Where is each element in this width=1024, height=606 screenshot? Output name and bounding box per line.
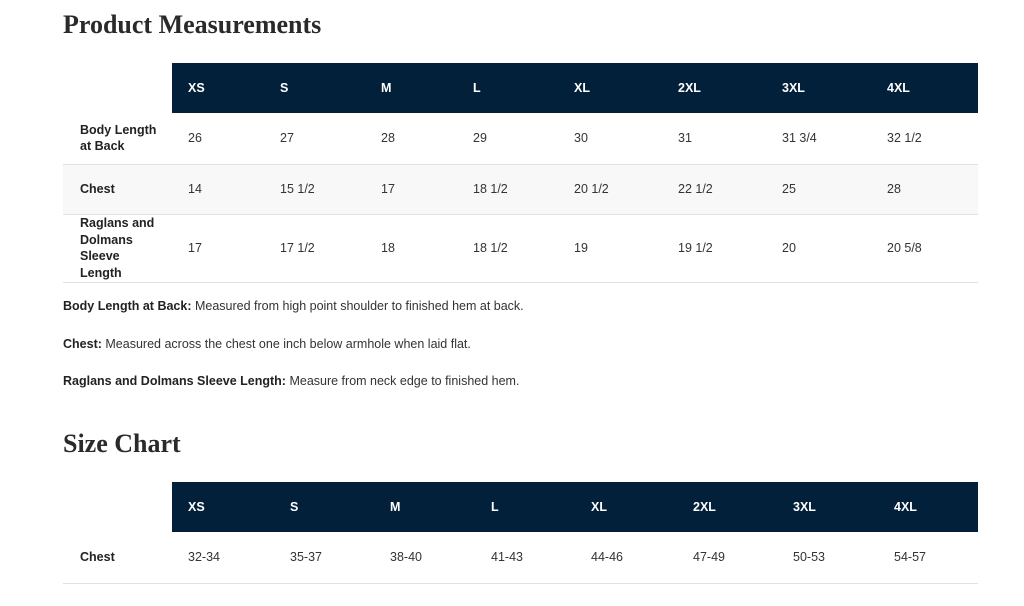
cell: 20 5/8 xyxy=(871,214,978,283)
corner-cell xyxy=(63,63,172,113)
cell: 19 1/2 xyxy=(662,214,766,283)
column-header: XS xyxy=(172,482,274,532)
notes: Body Length at Back: Measured from high … xyxy=(63,299,524,412)
section-title: Product Measurements xyxy=(63,10,322,39)
cell: 41-43 xyxy=(475,532,575,584)
row: Raglans and Dolmans Sleeve Length 17 17 1/… xyxy=(63,214,978,283)
cell: 19 xyxy=(558,214,662,283)
cell: 22 1/2 xyxy=(662,164,766,215)
note-term: Body Length at Back: xyxy=(63,299,192,313)
cell: 44-46 xyxy=(575,532,677,584)
cell: 20 xyxy=(766,214,871,283)
row-label: Body Length at Back xyxy=(63,113,172,165)
tbody: Body Length at Back 26 27 28 29 30 31 31 3/4 32 … xyxy=(63,113,978,283)
cell: 29 xyxy=(457,113,558,165)
header-row: XS S M L XL 2XL 3XL 4XL xyxy=(63,482,978,532)
cell: 28 xyxy=(871,164,978,215)
column-header: S xyxy=(274,482,374,532)
cell: 18 1/2 xyxy=(457,164,558,215)
note-text: Measured from high point shoulder to fin… xyxy=(194,299,524,313)
cell: 26 xyxy=(172,113,264,165)
column-header: S xyxy=(264,63,365,113)
cell: 31 xyxy=(662,113,766,165)
corner-cell xyxy=(63,482,172,532)
cell: 17 xyxy=(365,164,457,215)
cell: 14 xyxy=(172,164,264,215)
cell: 54-57 xyxy=(878,532,978,584)
cell: 25 xyxy=(766,164,871,215)
cell: 28 xyxy=(365,113,457,165)
note-term: Raglans and Dolmans Sleeve Length: xyxy=(63,374,286,388)
cell: 17 xyxy=(172,214,264,283)
note-text: Measure from neck edge to finished hem. xyxy=(289,374,520,388)
cell: 27 xyxy=(264,113,365,165)
cell: 20 1/2 xyxy=(558,164,662,215)
table: XS S M L XL 2XL 3XL 4XL Body Length at Back 26 27 2… xyxy=(63,63,978,283)
note: Raglans and Dolmans Sleeve Length: Measu… xyxy=(63,374,524,412)
row-label: Raglans and Dolmans Sleeve Length xyxy=(63,214,172,283)
cell: 50-53 xyxy=(777,532,878,584)
cell: 38-40 xyxy=(374,532,475,584)
section-title: Size Chart xyxy=(63,429,181,458)
column-header: XL xyxy=(558,63,662,113)
row: Chest 14 15 1/2 17 18 1/2 20 1/2 22 1/2 25 28 xyxy=(63,164,978,215)
tbody: Chest 32-34 35-37 38-40 41-43 44-46 47-49 50-53… xyxy=(63,532,978,584)
table: XS S M L XL 2XL 3XL 4XL Chest 32-34 35-37 38-40 41-4… xyxy=(63,482,978,584)
row-label: Chest xyxy=(63,164,172,215)
column-header: XL xyxy=(575,482,677,532)
header-row: XS S M L XL 2XL 3XL 4XL xyxy=(63,63,978,113)
cell: 35-37 xyxy=(274,532,374,584)
column-header: M xyxy=(374,482,475,532)
cell: 31 3/4 xyxy=(766,113,871,165)
column-header: XS xyxy=(172,63,264,113)
column-header: 4XL xyxy=(871,63,978,113)
cell: 30 xyxy=(558,113,662,165)
column-header: 4XL xyxy=(878,482,978,532)
cell: 32-34 xyxy=(172,532,274,584)
column-header: 2XL xyxy=(662,63,766,113)
note-text: Measured across the chest one inch below… xyxy=(105,336,471,351)
row: Body Length at Back 26 27 28 29 30 31 31 3/4 32 … xyxy=(63,113,978,165)
cell: 15 1/2 xyxy=(264,164,365,215)
thead: XS S M L XL 2XL 3XL 4XL xyxy=(63,63,978,113)
note-term: Chest: xyxy=(63,336,102,351)
note: Body Length at Back: Measured from high … xyxy=(63,299,524,337)
cell: 32 1/2 xyxy=(871,113,978,165)
cell: 47-49 xyxy=(677,532,777,584)
column-header: L xyxy=(475,482,575,532)
cell: 18 1/2 xyxy=(457,214,558,283)
column-header: L xyxy=(457,63,558,113)
column-header: 2XL xyxy=(677,482,777,532)
column-header: M xyxy=(365,63,457,113)
note: Chest: Measured across the chest one inc… xyxy=(63,337,524,375)
column-header: 3XL xyxy=(777,482,878,532)
row: Chest 32-34 35-37 38-40 41-43 44-46 47-49 50-53… xyxy=(63,532,978,584)
cell: 17 1/2 xyxy=(264,214,365,283)
row-label: Chest xyxy=(63,532,172,584)
cell: 18 xyxy=(365,214,457,283)
thead: XS S M L XL 2XL 3XL 4XL xyxy=(63,482,978,532)
column-header: 3XL xyxy=(766,63,871,113)
